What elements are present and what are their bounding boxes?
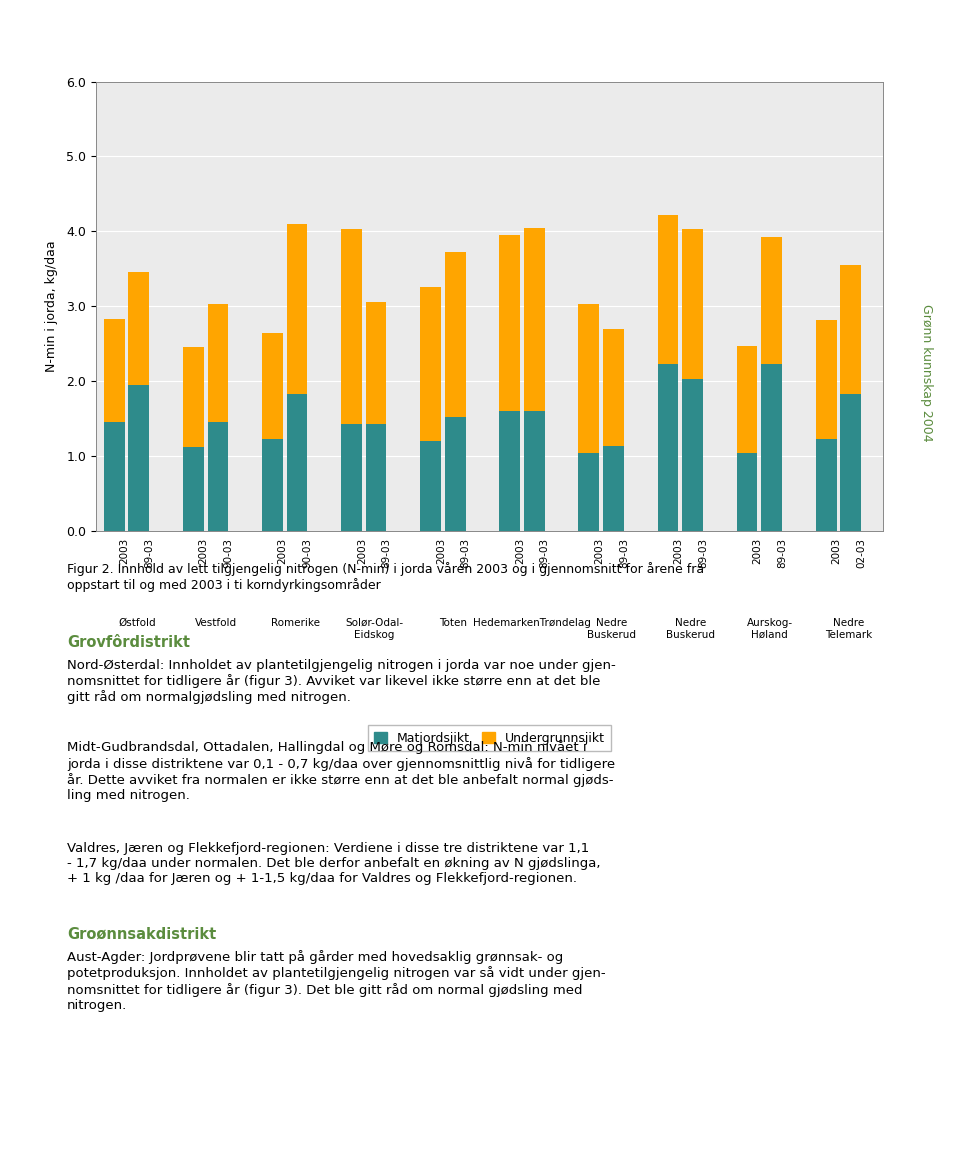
- Bar: [262, 440, 283, 531]
- Bar: [341, 229, 362, 423]
- Bar: [658, 365, 679, 531]
- Bar: [761, 365, 782, 531]
- Bar: [840, 394, 861, 531]
- Text: 113: 113: [900, 15, 931, 29]
- Bar: [129, 273, 149, 385]
- Text: Nord-Østerdal: Innholdet av plantetilgjengelig nitrogen i jorda var noe under gj: Nord-Østerdal: Innholdet av plantetilgje…: [67, 659, 616, 704]
- Bar: [287, 394, 307, 531]
- Bar: [658, 215, 679, 365]
- Text: Nedre
Buskerud: Nedre Buskerud: [587, 618, 636, 640]
- Y-axis label: N-min i jorda, kg/daa: N-min i jorda, kg/daa: [45, 240, 58, 372]
- Bar: [816, 319, 836, 440]
- Bar: [207, 422, 228, 531]
- Bar: [104, 422, 125, 531]
- Bar: [207, 304, 228, 422]
- Text: Groønnsakdistrikt: Groønnsakdistrikt: [67, 927, 216, 942]
- Text: Toten: Toten: [440, 618, 468, 628]
- Bar: [287, 224, 307, 394]
- Legend: Matjordsjikt, Undergrunnsjikt: Matjordsjikt, Undergrunnsjikt: [368, 725, 612, 751]
- Text: Grønn kunnskap 2004: Grønn kunnskap 2004: [920, 304, 933, 442]
- Bar: [603, 445, 624, 531]
- Bar: [816, 440, 836, 531]
- Bar: [444, 416, 466, 531]
- Text: Solør-Odal-
Eidskog: Solør-Odal- Eidskog: [345, 618, 403, 640]
- Text: Midt-Gudbrandsdal, Ottadalen, Hallingdal og Møre og Romsdal: N-min nivået i
jord: Midt-Gudbrandsdal, Ottadalen, Hallingdal…: [67, 740, 615, 802]
- Bar: [736, 454, 757, 531]
- Bar: [603, 329, 624, 445]
- Bar: [683, 379, 703, 531]
- Bar: [366, 423, 387, 531]
- Bar: [840, 265, 861, 394]
- Text: HedemarkenTrøndelag: HedemarkenTrøndelag: [473, 618, 591, 628]
- Bar: [579, 454, 599, 531]
- Bar: [366, 302, 387, 423]
- Bar: [444, 252, 466, 416]
- Bar: [736, 346, 757, 454]
- Bar: [183, 447, 204, 531]
- Text: M. Bakkegard & H. Tandsæther / Grønn kunnskap 8 (1): M. Bakkegard & H. Tandsæther / Grønn kun…: [261, 15, 641, 29]
- Text: Figur 2. Innhold av lett tilgjengelig nitrogen (N-min) i jorda våren 2003 og i g: Figur 2. Innhold av lett tilgjengelig ni…: [67, 562, 705, 592]
- Bar: [524, 227, 544, 410]
- Text: Aurskog-
Høland: Aurskog- Høland: [747, 618, 793, 640]
- Text: Vestfold: Vestfold: [195, 618, 237, 628]
- Text: Grovfôrdistrikt: Grovfôrdistrikt: [67, 635, 190, 651]
- Bar: [683, 229, 703, 379]
- Bar: [183, 347, 204, 447]
- Bar: [499, 410, 520, 531]
- Bar: [761, 237, 782, 365]
- Text: Aust-Agder: Jordprøvene blir tatt på gårder med hovedsaklig grønnsak- og
potetpr: Aust-Agder: Jordprøvene blir tatt på går…: [67, 950, 606, 1012]
- Text: Valdres, Jæren og Flekkefjord-regionen: Verdiene i disse tre distriktene var 1,1: Valdres, Jæren og Flekkefjord-regionen: …: [67, 842, 601, 885]
- Bar: [524, 410, 544, 531]
- Bar: [499, 236, 520, 410]
- Text: Nedre
Telemark: Nedre Telemark: [826, 618, 873, 640]
- Bar: [129, 385, 149, 531]
- Text: Romerike: Romerike: [271, 618, 320, 628]
- Bar: [104, 318, 125, 422]
- Bar: [420, 441, 441, 531]
- Text: Østfold: Østfold: [118, 618, 156, 628]
- Bar: [579, 304, 599, 454]
- Text: Nedre
Buskerud: Nedre Buskerud: [666, 618, 715, 640]
- Bar: [262, 333, 283, 440]
- Bar: [420, 287, 441, 441]
- Bar: [341, 423, 362, 531]
